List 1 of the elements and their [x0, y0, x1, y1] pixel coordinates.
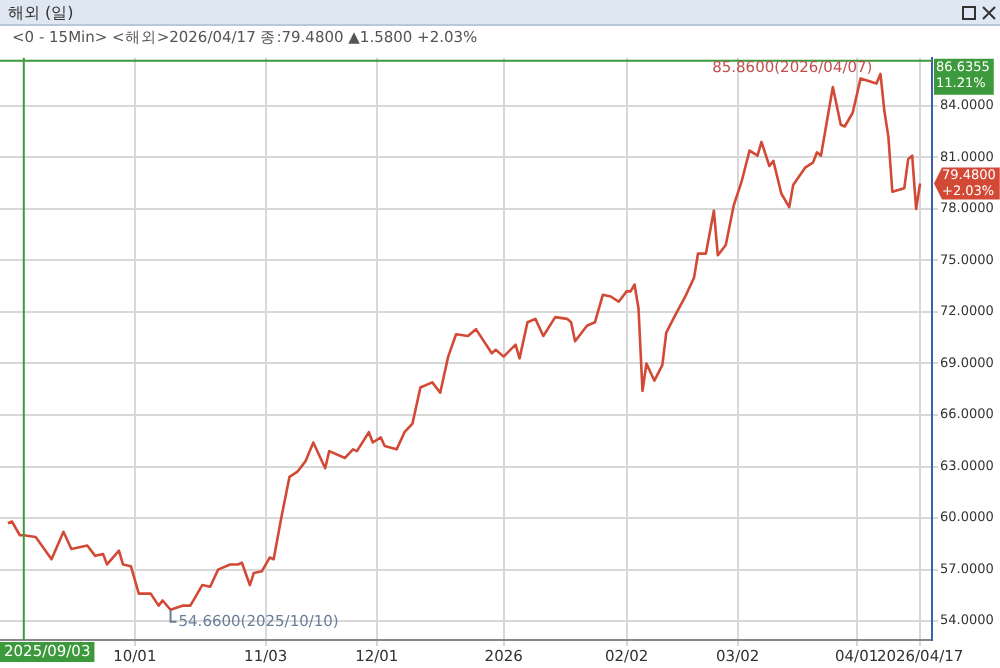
chart-title: 해외 (일): [0, 0, 1000, 26]
